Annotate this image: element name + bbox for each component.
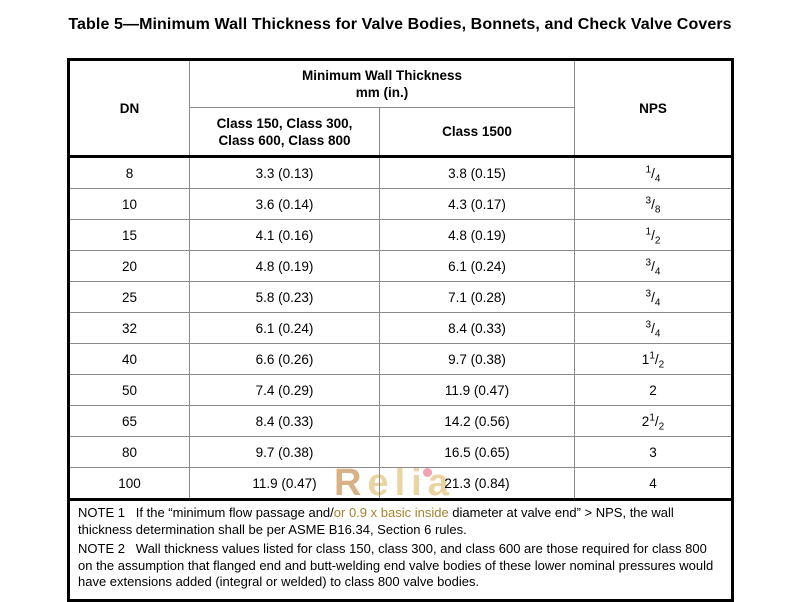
nps-value: 4 <box>574 467 733 500</box>
wall-thickness-table-container: DN Minimum Wall Thickness mm (in.) NPS Cl… <box>67 58 734 602</box>
thickness-low-class-value: 7.4 (0.29) <box>189 374 380 406</box>
thickness-class1500-value: 4.8 (0.19) <box>379 219 575 251</box>
thickness-low-class-value: 6.6 (0.26) <box>189 343 380 375</box>
table-row: 15 4.1 (0.16) 4.8 (0.19) 1/2 <box>68 219 733 251</box>
dn-value: 50 <box>68 374 190 406</box>
nps-value: 3 <box>574 436 733 468</box>
table-row: 10 3.6 (0.14) 4.3 (0.17) 3/8 <box>68 188 733 220</box>
nps-value: 3/8 <box>574 188 733 220</box>
nps-value: 1/2 <box>574 219 733 251</box>
table-notes: NOTE 1 If the “minimum flow passage and/… <box>68 498 733 601</box>
nps-value: 2 <box>574 374 733 406</box>
group-header-line1: Minimum Wall Thickness <box>301 68 463 83</box>
thickness-class1500-value: 7.1 (0.28) <box>379 281 575 313</box>
table-row: 80 9.7 (0.38) 16.5 (0.65) 3 <box>68 436 733 468</box>
note-1-highlighted-text: or 0.9 x basic inside <box>333 505 449 520</box>
dn-value: 32 <box>68 312 190 344</box>
thickness-low-class-value: 3.6 (0.14) <box>189 188 380 220</box>
dn-value: 100 <box>68 467 190 500</box>
table-row: 100 11.9 (0.47) 21.3 (0.84) 4 <box>68 467 733 500</box>
table-header: DN Minimum Wall Thickness mm (in.) NPS Cl… <box>68 59 733 158</box>
column-header-class-1500: Class 1500 <box>379 107 575 158</box>
thickness-low-class-value: 8.4 (0.33) <box>189 405 380 437</box>
note-1: NOTE 1 If the “minimum flow passage and/… <box>78 505 723 538</box>
class-low-line2: Class 600, Class 800 <box>218 132 351 148</box>
thickness-low-class-value: 11.9 (0.47) <box>189 467 380 500</box>
nps-value: 11/2 <box>574 343 733 375</box>
page-title: Table 5—Minimum Wall Thickness for Valve… <box>68 16 732 33</box>
column-header-class-low: Class 150, Class 300, Class 600, Class 80… <box>189 107 380 158</box>
table-body: 8 3.3 (0.13) 3.8 (0.15) 1/4 10 3.6 (0.14… <box>68 156 733 601</box>
dn-value: 8 <box>68 156 190 189</box>
nps-value: 3/4 <box>574 250 733 282</box>
nps-value: 1/4 <box>574 156 733 189</box>
header-row-2: Class 150, Class 300, Class 600, Class 80… <box>69 107 733 158</box>
note-2: NOTE 2 Wall thickness values listed for … <box>78 541 717 589</box>
table-row: 25 5.8 (0.23) 7.1 (0.28) 3/4 <box>68 281 733 313</box>
dn-value: 20 <box>68 250 190 282</box>
column-group-header-thickness: Minimum Wall Thickness mm (in.) <box>189 59 575 108</box>
dn-value: 80 <box>68 436 190 468</box>
note-1-post: diameter at valve end” > NPS, the wall t… <box>78 505 678 537</box>
wall-thickness-table: DN Minimum Wall Thickness mm (in.) NPS Cl… <box>67 58 734 602</box>
thickness-low-class-value: 4.8 (0.19) <box>189 250 380 282</box>
class-low-line1: Class 150, Class 300, <box>216 115 353 131</box>
nps-value: 3/4 <box>574 312 733 344</box>
table-row: 50 7.4 (0.29) 11.9 (0.47) 2 <box>68 374 733 406</box>
thickness-class1500-value: 11.9 (0.47) <box>379 374 575 406</box>
header-row-1: DN Minimum Wall Thickness mm (in.) NPS <box>68 59 733 158</box>
table-row: 32 6.1 (0.24) 8.4 (0.33) 3/4 <box>68 312 733 344</box>
thickness-class1500-value: 16.5 (0.65) <box>379 436 575 468</box>
thickness-low-class-value: 9.7 (0.38) <box>189 436 380 468</box>
dn-value: 15 <box>68 219 190 251</box>
table-row: 40 6.6 (0.26) 9.7 (0.38) 11/2 <box>68 343 733 375</box>
thickness-low-class-value: 6.1 (0.24) <box>189 312 380 344</box>
thickness-class1500-value: 14.2 (0.56) <box>379 405 575 437</box>
nps-value: 3/4 <box>574 281 733 313</box>
group-header-line2: mm (in.) <box>355 85 409 100</box>
table-row: 20 4.8 (0.19) 6.1 (0.24) 3/4 <box>68 250 733 282</box>
dn-value: 10 <box>68 188 190 220</box>
dn-value: 40 <box>68 343 190 375</box>
thickness-class1500-value: 4.3 (0.17) <box>379 188 575 220</box>
column-header-nps: NPS <box>574 59 733 158</box>
thickness-class1500-value: 6.1 (0.24) <box>379 250 575 282</box>
note-1-pre: NOTE 1 If the “minimum flow passage and/ <box>78 505 334 520</box>
thickness-class1500-value: 21.3 (0.84) <box>379 467 575 500</box>
table-row: 8 3.3 (0.13) 3.8 (0.15) 1/4 <box>68 156 733 189</box>
thickness-class1500-value: 9.7 (0.38) <box>379 343 575 375</box>
thickness-class1500-value: 3.8 (0.15) <box>379 156 575 189</box>
thickness-low-class-value: 4.1 (0.16) <box>189 219 380 251</box>
dn-value: 65 <box>68 405 190 437</box>
table-row: 65 8.4 (0.33) 14.2 (0.56) 21/2 <box>68 405 733 437</box>
thickness-low-class-value: 5.8 (0.23) <box>189 281 380 313</box>
thickness-class1500-value: 8.4 (0.33) <box>379 312 575 344</box>
thickness-low-class-value: 3.3 (0.13) <box>189 156 380 189</box>
notes-row: NOTE 1 If the “minimum flow passage and/… <box>68 498 733 601</box>
nps-value: 21/2 <box>574 405 733 437</box>
dn-value: 25 <box>68 281 190 313</box>
column-header-dn: DN <box>68 59 190 158</box>
